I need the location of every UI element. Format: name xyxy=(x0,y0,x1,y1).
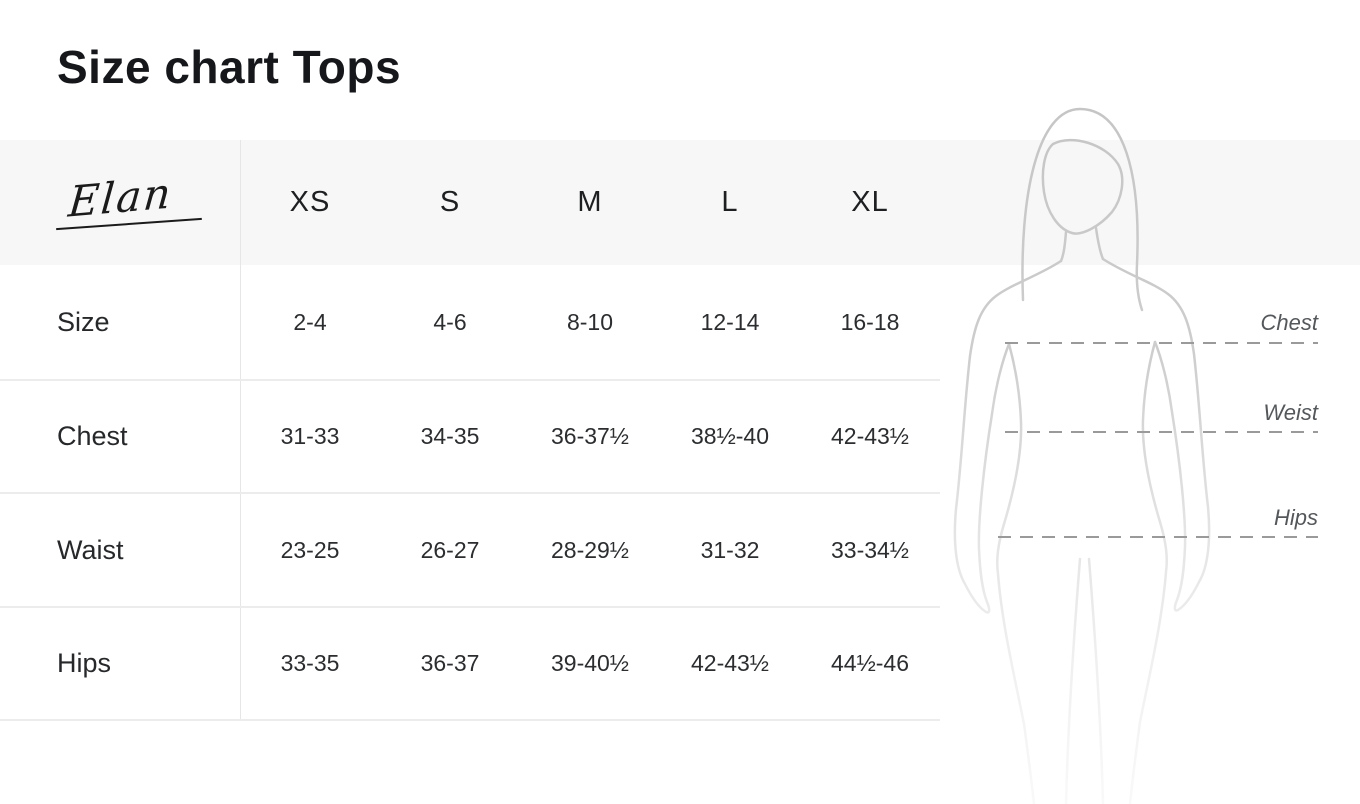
cell-chest-xs: 31-33 xyxy=(280,423,340,449)
cell-waist-s: 26-27 xyxy=(420,536,480,563)
row-label: Chest xyxy=(57,421,128,451)
weist-measurement-label: Weist xyxy=(1263,400,1318,425)
chest-measurement-label: Chest xyxy=(1260,310,1318,335)
cell-chest-m: 36-37½ xyxy=(550,423,629,449)
cell-hips-s: 36-37 xyxy=(420,650,480,676)
table-vertical-divider xyxy=(240,140,241,721)
neck-right-line xyxy=(1094,226,1105,261)
table-row-size: Size 2-4 4-6 8-10 12-14 16-18 xyxy=(0,265,940,381)
table-row-chest: Chest 31-33 34-35 36-37½ 38½-40 42-43½ xyxy=(0,381,940,494)
row-label: Size xyxy=(57,306,110,337)
cell-waist-xl: 33-34½ xyxy=(830,536,909,563)
cell-waist-xs: 23-25 xyxy=(280,536,340,563)
cell-size-s: 4-6 xyxy=(433,308,467,335)
column-header-xs: XS xyxy=(289,186,331,218)
row-label: Waist xyxy=(57,534,124,565)
cell-chest-l: 38½-40 xyxy=(690,423,769,449)
column-header-xl: XL xyxy=(851,186,889,218)
cell-hips-xs: 33-35 xyxy=(280,650,340,676)
column-header-l: L xyxy=(721,186,739,218)
inner-right-leg-line xyxy=(1087,557,1105,804)
hips-measurement-label: Hips xyxy=(1273,505,1318,530)
cell-size-xs: 2-4 xyxy=(293,308,327,335)
hair-outline xyxy=(1021,107,1144,312)
cell-hips-l: 42-43½ xyxy=(690,650,769,676)
row-label: Hips xyxy=(57,648,112,678)
neck-left-line xyxy=(1059,230,1068,263)
cell-size-l: 12-14 xyxy=(700,308,760,335)
brand-logo: Elan xyxy=(0,140,240,265)
cell-hips-m: 39-40½ xyxy=(550,650,629,676)
left-arm-outline xyxy=(953,259,1063,614)
right-arm-outline xyxy=(1101,257,1211,612)
face-outline xyxy=(1041,138,1124,235)
torso-right-outline xyxy=(1128,340,1168,804)
cell-hips-xl: 44½-46 xyxy=(830,650,909,676)
cell-size-xl: 16-18 xyxy=(840,308,900,335)
cell-chest-xl: 42-43½ xyxy=(830,423,909,449)
page-title: Size chart Tops xyxy=(57,41,402,93)
cell-size-m: 8-10 xyxy=(566,308,614,335)
cell-waist-l: 31-32 xyxy=(700,536,760,563)
cell-waist-m: 28-29½ xyxy=(550,536,629,563)
inner-left-leg-line xyxy=(1064,557,1082,804)
cell-chest-s: 34-35 xyxy=(420,423,480,449)
torso-left-outline xyxy=(996,342,1036,804)
table-header-band xyxy=(0,140,1360,265)
female-body-figure-illustration xyxy=(953,107,1318,804)
size-column-headers: XS S M L XL xyxy=(240,140,940,265)
column-header-m: M xyxy=(577,186,603,218)
table-row-waist: Waist 23-25 26-27 28-29½ 31-32 33-34½ xyxy=(0,494,940,608)
column-header-s: S xyxy=(439,186,461,218)
table-row-hips: Hips 33-35 36-37 39-40½ 42-43½ 44½-46 xyxy=(0,608,940,721)
